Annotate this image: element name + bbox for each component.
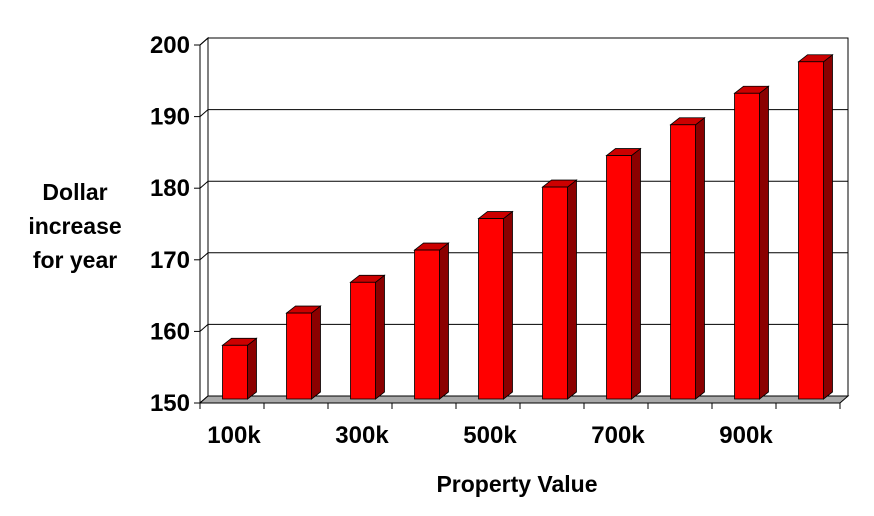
bar-side (503, 210, 513, 400)
bar-front (286, 312, 312, 400)
gridline-side (199, 252, 209, 261)
y-tick-label: 200 (150, 32, 190, 59)
bar-200k (285, 305, 322, 400)
gridline-side (199, 37, 209, 46)
y-axis-title-line-1: Dollar (42, 179, 107, 205)
bar-1000k (797, 53, 834, 400)
bar-front (350, 281, 376, 400)
gridline-side (199, 109, 209, 117)
x-axis-title: Property Value (436, 471, 597, 497)
bar-side (311, 305, 321, 400)
bar-side (759, 85, 769, 400)
bar-front (798, 61, 824, 400)
bar-100k (221, 337, 258, 400)
gridline-side (199, 324, 209, 332)
bar-front (670, 124, 696, 400)
y-tick-label: 150 (150, 390, 190, 417)
bar-300k (349, 274, 386, 400)
y-tick-label: 190 (150, 104, 190, 131)
bar-front (222, 344, 248, 400)
plot-side-wall (199, 36, 209, 405)
bars-layer (221, 53, 834, 400)
bar-front (478, 218, 504, 400)
bar-side (695, 116, 705, 400)
x-tick-label: 700k (591, 422, 645, 449)
y-axis-title-line-3: for year (33, 247, 117, 273)
y-axis-ticks: 150 160 170 180 190 200 (150, 32, 200, 417)
x-axis-ticks: 100k 300k 500k 700k 900k (199, 403, 841, 449)
bar-900k (733, 85, 770, 400)
bar-side (823, 53, 833, 400)
bar-front (542, 186, 568, 400)
x-tick-label: 100k (207, 422, 261, 449)
bar-side (567, 179, 577, 400)
y-tick-label: 180 (150, 175, 190, 202)
bar-front (606, 155, 632, 400)
bar-front (734, 92, 760, 400)
bar-side (631, 147, 641, 400)
bar-600k (541, 179, 578, 400)
x-tick-label: 500k (463, 422, 517, 449)
bar-side (375, 274, 385, 400)
y-tick-label: 170 (150, 247, 190, 274)
y-tick-label: 160 (150, 318, 190, 345)
bar-side (247, 337, 257, 400)
bar-side (439, 242, 449, 400)
bar-700k (605, 147, 642, 400)
x-tick-label: 300k (335, 422, 389, 449)
bar-500k (477, 210, 514, 400)
gridline-side (199, 180, 209, 189)
y-axis-title-line-2: increase (28, 213, 121, 239)
bar-front (414, 249, 440, 400)
bar-800k (669, 116, 706, 400)
bar-400k (413, 242, 450, 400)
x-tick-label: 900k (719, 422, 773, 449)
